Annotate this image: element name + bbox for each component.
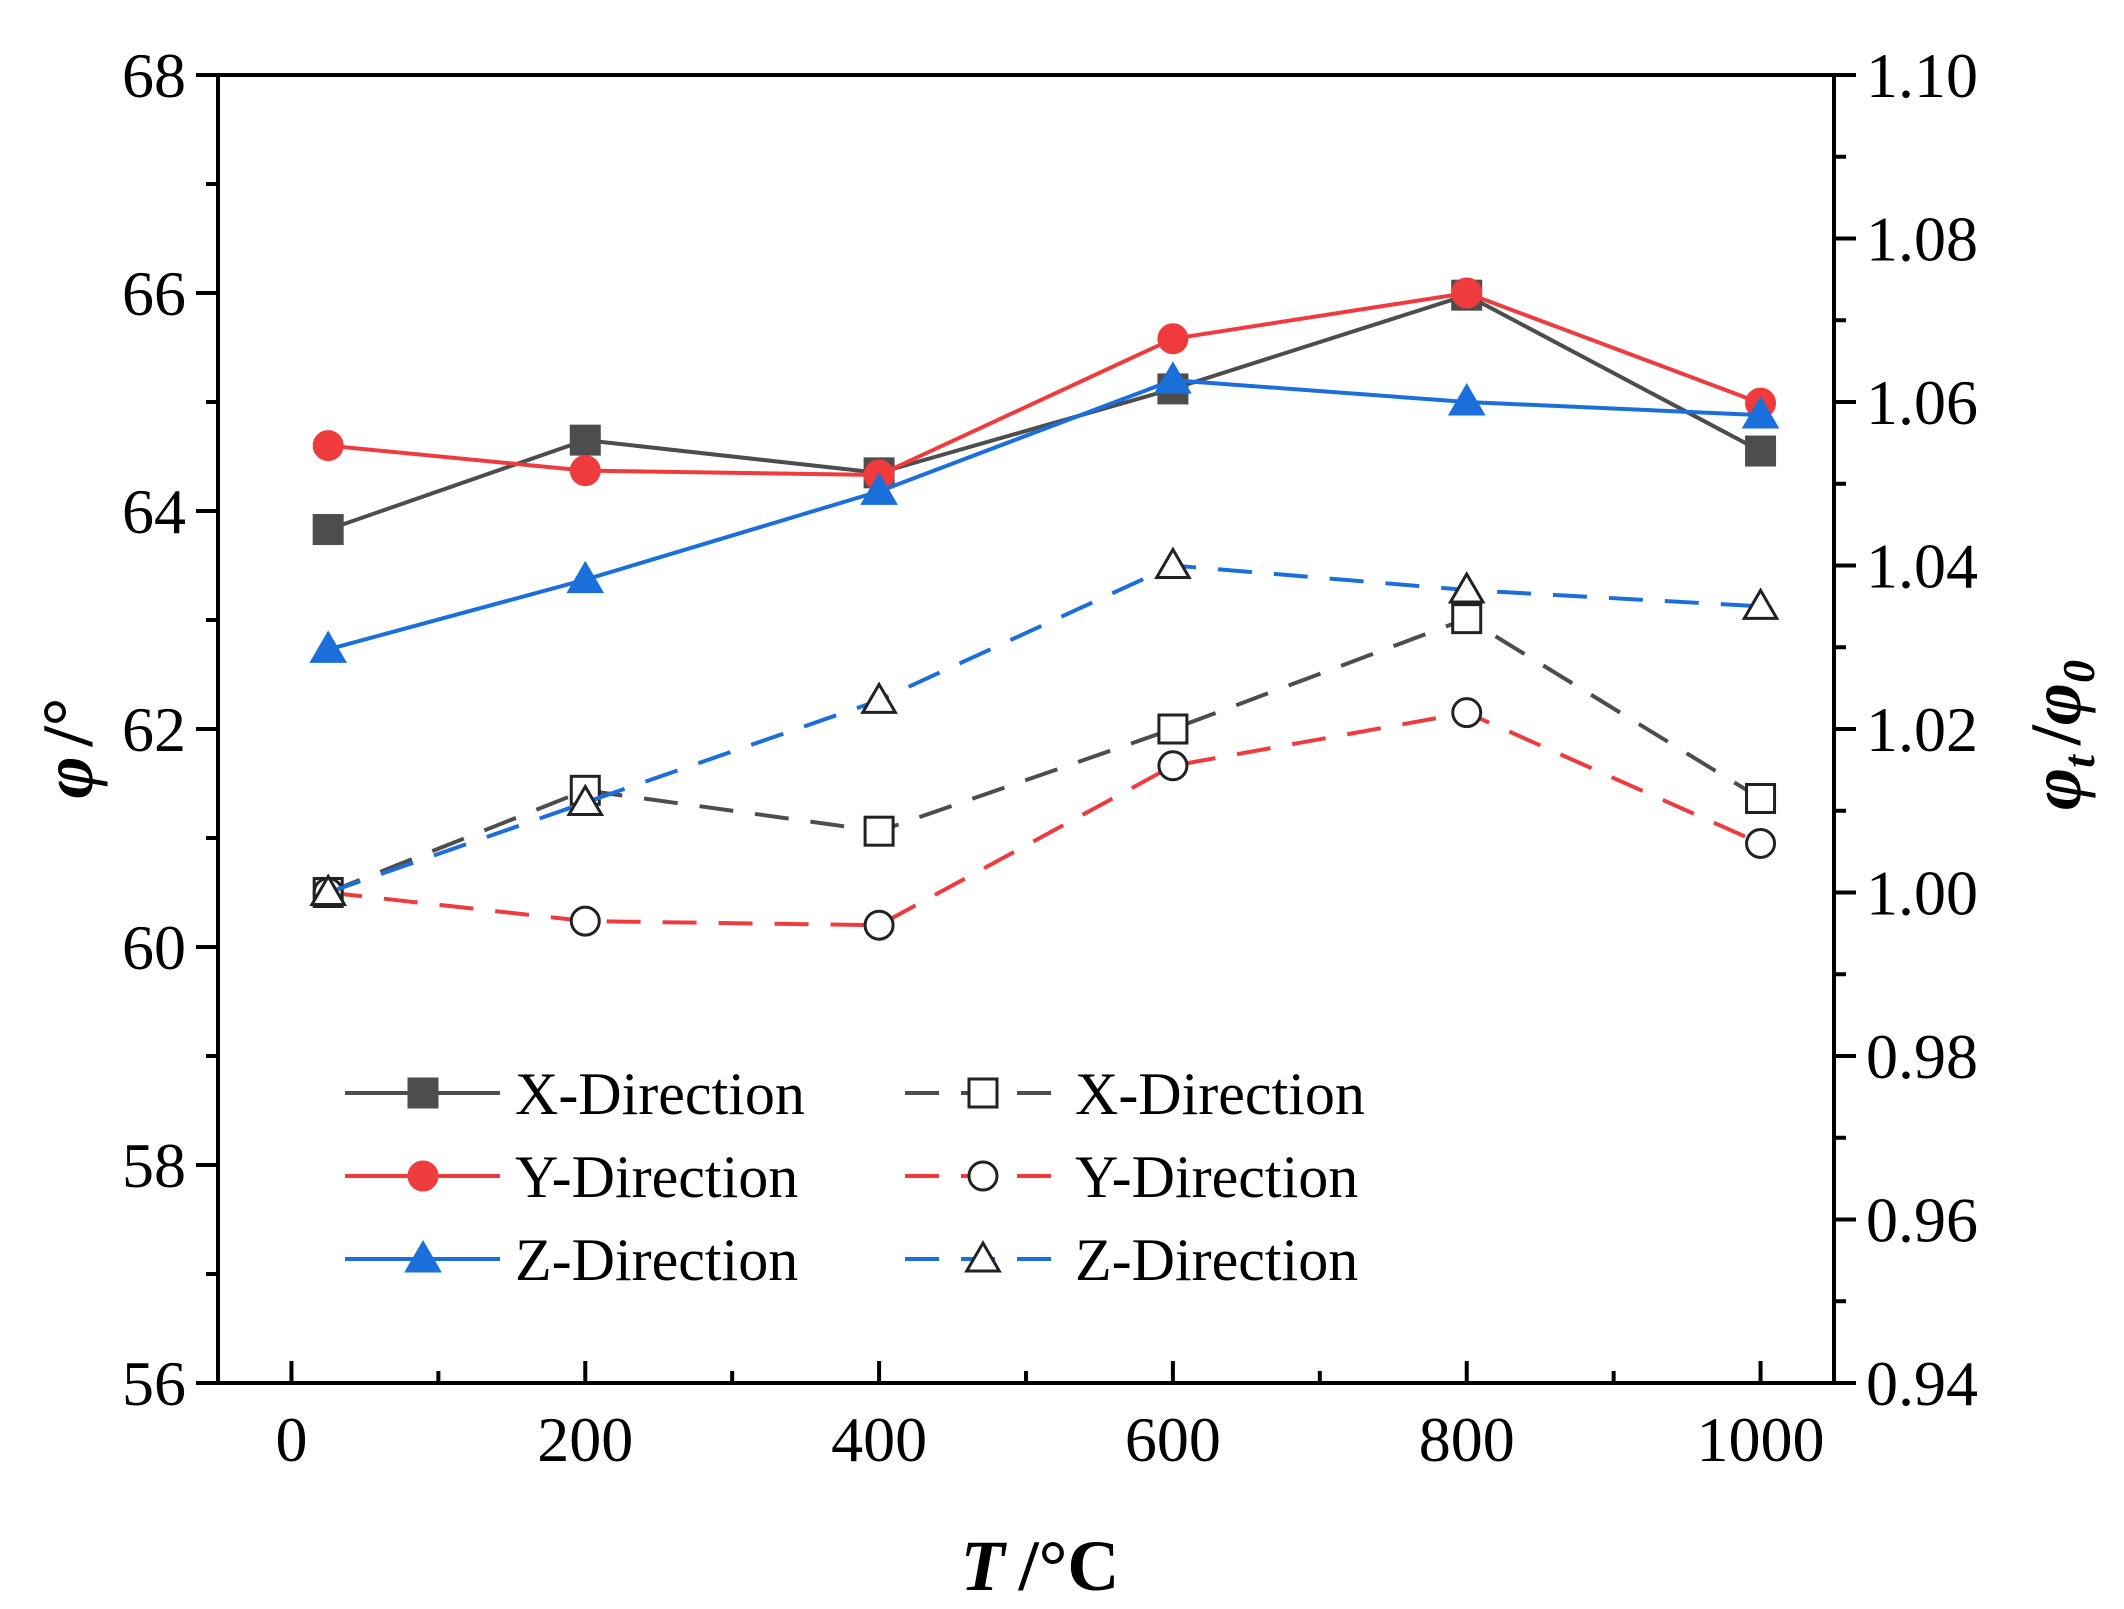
y-right-tick-label: 1.00 (1866, 858, 1978, 929)
data-point (1157, 713, 1189, 745)
data-point (309, 873, 348, 906)
legend-label: X-Direction (1075, 1061, 1365, 1127)
data-point (1745, 782, 1777, 814)
series-phi-x-direction (312, 279, 1777, 546)
y-left-tick-label: 66 (122, 258, 186, 329)
data-point (863, 909, 895, 941)
x-axis-title: T/°C (961, 1526, 1120, 1606)
plot-border (216, 73, 1836, 1385)
data-point (1157, 750, 1189, 782)
legend-marker (964, 1240, 1002, 1273)
data-point (1447, 383, 1486, 416)
data-point (1745, 435, 1777, 467)
data-point (566, 560, 605, 594)
x-tick-label: 200 (537, 1404, 633, 1475)
data-point (860, 472, 898, 505)
y-right-tick-label: 0.98 (1866, 1021, 1978, 1092)
legend-marker (404, 1240, 442, 1273)
series-line (327, 293, 1762, 532)
data-point (309, 630, 348, 663)
series-layer (309, 277, 1780, 941)
y-left-tick-label: 62 (122, 694, 186, 765)
x-axis: 0 200 400 600 800 1000 (275, 1361, 1825, 1475)
data-point (1447, 571, 1486, 604)
plot-frame (216, 73, 1836, 1385)
data-point (1451, 603, 1483, 635)
data-point (1741, 396, 1780, 429)
y-right-tick-label: 1.08 (1866, 204, 1978, 275)
series-ratio-y-direction (312, 697, 1777, 941)
series-line (327, 616, 1762, 895)
series-ratio-x-direction (312, 603, 1777, 908)
series-ratio-z-direction (309, 546, 1780, 906)
y-axis-right-title-var2: φ (2016, 683, 2096, 725)
data-point (566, 783, 605, 817)
legend-label: Y-Direction (515, 1144, 798, 1210)
x-tick-label: 400 (831, 1404, 927, 1475)
y-axis-right-title-var: φ (2016, 768, 2096, 810)
y-axis-right-title-sep: / (2016, 724, 2096, 746)
data-point (569, 455, 601, 487)
y-axis-right-title-sub2: 0 (2053, 660, 2104, 683)
legend-item: Z-Direction (905, 1227, 1358, 1293)
legend-marker (407, 1077, 439, 1109)
y-axis-right: 0.94 0.96 0.98 1.00 1.02 1.04 1.06 1.08 1.10 (1834, 40, 1978, 1419)
legend-item: Y-Direction (345, 1144, 798, 1210)
data-point (312, 514, 344, 546)
y-right-tick-label: 0.96 (1866, 1185, 1978, 1256)
legend-item: Y-Direction (905, 1144, 1358, 1210)
legend-label: Y-Direction (1075, 1144, 1358, 1210)
y-axis-left-title: φ /° (28, 698, 108, 799)
series-line (327, 290, 1762, 478)
series-phi-z-direction (309, 361, 1780, 663)
series-line (327, 563, 1761, 895)
y-axis-left: 56 58 60 62 64 66 68 (122, 40, 218, 1419)
data-point (1154, 361, 1192, 394)
legend-label: Z-Direction (515, 1227, 798, 1293)
x-tick-label: 800 (1419, 1404, 1515, 1475)
data-point (569, 905, 601, 937)
data-point (1157, 323, 1189, 355)
y-left-tick-label: 56 (122, 1348, 186, 1419)
x-axis-title-unit: /°C (1018, 1526, 1120, 1606)
series-line (327, 710, 1762, 928)
y-axis-right-title: φt/φ0 (2016, 660, 2104, 810)
data-point (1451, 277, 1483, 309)
y-left-tick-label: 68 (122, 40, 186, 111)
data-point (1451, 697, 1483, 729)
y-right-tick-label: 1.02 (1866, 694, 1978, 765)
x-tick-label: 0 (275, 1404, 307, 1475)
data-point (569, 424, 601, 456)
legend-marker (407, 1160, 439, 1192)
data-point (1745, 827, 1777, 859)
legend-marker (967, 1077, 999, 1109)
x-axis-title-var: T (961, 1526, 1008, 1606)
y-left-tick-label: 58 (122, 1130, 186, 1201)
legend-marker (967, 1160, 999, 1192)
data-point (1741, 587, 1780, 620)
data-point (312, 430, 344, 462)
legend-item: X-Direction (905, 1061, 1365, 1127)
y-right-tick-label: 1.04 (1866, 531, 1978, 602)
data-point (863, 815, 895, 847)
legend-item: X-Direction (345, 1061, 805, 1127)
y-right-tick-label: 1.06 (1866, 367, 1978, 438)
legend-label: X-Direction (515, 1061, 805, 1127)
y-left-tick-label: 60 (122, 912, 186, 983)
y-axis-left-title-var: φ (28, 756, 108, 798)
y-axis-right-title-sub1: t (2053, 754, 2104, 768)
y-left-tick-label: 64 (122, 476, 186, 547)
data-point (1154, 546, 1192, 579)
y-right-tick-label: 1.10 (1866, 40, 1978, 111)
y-right-tick-label: 0.94 (1866, 1348, 1978, 1419)
y-axis-left-title-unit: /° (28, 698, 108, 748)
series-line (327, 378, 1761, 652)
x-tick-label: 600 (1125, 1404, 1221, 1475)
x-tick-label: 1000 (1697, 1404, 1825, 1475)
legend-item: Z-Direction (345, 1227, 798, 1293)
data-point (860, 681, 898, 714)
legend: X-Direction Y-Direction Z-Direction X-Direc… (345, 1061, 1365, 1293)
legend-label: Z-Direction (1075, 1227, 1358, 1293)
